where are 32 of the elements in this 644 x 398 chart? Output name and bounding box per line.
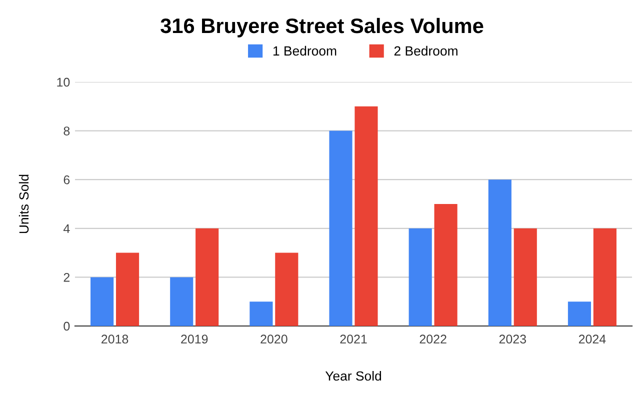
bar bbox=[408, 228, 432, 326]
bar bbox=[354, 106, 378, 326]
bar bbox=[250, 302, 273, 326]
bar bbox=[593, 228, 616, 326]
legend-label: 2 Bedroom bbox=[394, 46, 458, 56]
bar bbox=[116, 252, 140, 326]
x-tick-label: 2024 bbox=[578, 334, 606, 344]
x-tick-label: 2021 bbox=[340, 334, 367, 344]
x-tick-label: 2020 bbox=[260, 334, 288, 344]
bar bbox=[329, 130, 352, 326]
bar bbox=[514, 228, 537, 326]
bar bbox=[568, 302, 592, 326]
bar bbox=[196, 228, 219, 326]
chart-title: 316 Bruyere Street Sales Volume bbox=[160, 18, 484, 38]
y-tick-label: 10 bbox=[57, 78, 70, 87]
y-tick-label: 0 bbox=[64, 322, 70, 331]
x-tick-label: 2018 bbox=[102, 334, 128, 344]
x-axis-title: Year Sold bbox=[325, 370, 382, 381]
x-tick-label: 2022 bbox=[420, 334, 446, 344]
y-axis-title: Units Sold bbox=[18, 174, 29, 234]
bar bbox=[170, 277, 194, 326]
bar bbox=[488, 180, 512, 326]
x-tick-label: 2023 bbox=[499, 334, 526, 344]
bar bbox=[90, 277, 114, 326]
y-tick-label: 4 bbox=[63, 224, 70, 233]
legend-label: 1 Bedroom bbox=[273, 46, 336, 56]
bar bbox=[275, 252, 298, 326]
y-tick-label: 8 bbox=[64, 126, 70, 136]
x-tick-label: 2019 bbox=[181, 334, 208, 344]
bar bbox=[434, 204, 458, 326]
y-tick-label: 6 bbox=[64, 175, 70, 184]
y-tick-label: 2 bbox=[64, 273, 70, 282]
